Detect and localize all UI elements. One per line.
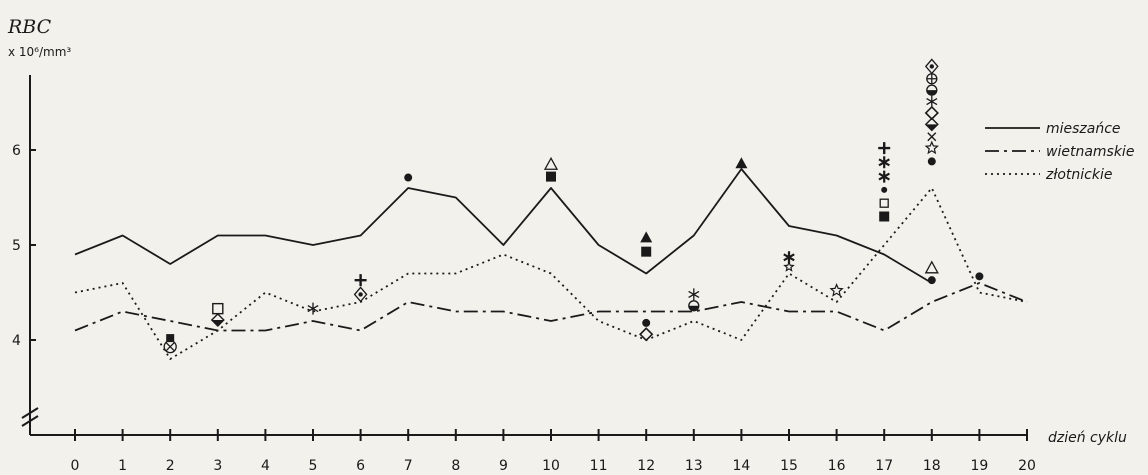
marker-filled-circle-12 [642, 318, 651, 327]
x-tick-label-1: 1 [118, 458, 127, 474]
marker-open-square-small-24 [879, 198, 889, 208]
marker-half-diamond-3 [210, 313, 225, 328]
x-tick-label-6: 6 [356, 458, 365, 474]
marker-filled-circle-7 [404, 173, 413, 182]
x-tick-label-13: 13 [685, 458, 703, 474]
marker-open-star-19 [829, 283, 844, 297]
marker-asterisk-29 [926, 95, 938, 108]
x-tick-label-15: 15 [780, 458, 798, 474]
y-axis-unit: x 10⁶/mm³ [8, 45, 71, 59]
marker-asterisk-14 [688, 288, 700, 301]
x-tick-label-12: 12 [637, 458, 655, 474]
legend-label-2: wietnamskie [1046, 144, 1134, 160]
marker-filled-triangle-10 [640, 231, 653, 243]
x-tick-label-18: 18 [923, 458, 941, 474]
x-tick-label-17: 17 [875, 458, 893, 474]
marker-layer [163, 58, 984, 354]
x-axis-label: dzień cyklu [1048, 430, 1127, 446]
legend-label-1: mieszańce [1046, 121, 1121, 137]
marker-x-mark-32 [927, 132, 937, 142]
marker-filled-circle-37 [975, 272, 984, 281]
x-tick-label-4: 4 [261, 458, 270, 474]
series-line-1 [74, 168, 933, 284]
marker-filled-circle-small-23 [881, 186, 888, 193]
y-tick-label-6: 6 [12, 143, 21, 159]
marker-open-diamond-13 [639, 327, 654, 342]
x-tick-label-3: 3 [213, 458, 222, 474]
x-tick-label-19: 19 [970, 458, 988, 474]
x-tick-label-7: 7 [404, 458, 413, 474]
x-tick-label-16: 16 [828, 458, 846, 474]
x-tick-label-20: 20 [1018, 458, 1036, 474]
marker-asterisk-bold-21 [878, 156, 890, 169]
y-tick-label-4: 4 [12, 333, 21, 349]
marker-open-square-2 [212, 302, 224, 315]
marker-half-circle-15 [688, 300, 700, 312]
marker-open-star-33 [924, 140, 939, 155]
marker-star-small-18 [783, 260, 795, 272]
y-axis-label: RBC [7, 16, 52, 38]
x-tick-label-0: 0 [71, 458, 80, 474]
marker-asterisk-bold-22 [878, 170, 890, 183]
x-tick-label-10: 10 [542, 458, 560, 474]
y-tick-label-5: 5 [12, 238, 21, 254]
x-tick-label-11: 11 [590, 458, 608, 474]
marker-open-triangle-35 [924, 260, 939, 274]
legend: mieszańce wietnamskie złotnickie [985, 121, 1134, 183]
x-tick-label-2: 2 [166, 458, 175, 474]
marker-filled-triangle-16 [735, 157, 748, 169]
marker-half-diamond-31 [924, 117, 939, 132]
marker-circle-cross-1 [163, 339, 177, 354]
axis-break-mark [21, 407, 39, 427]
marker-circle-plus-27 [926, 73, 938, 85]
x-tick-label-8: 8 [451, 458, 460, 474]
marker-plus-20 [878, 142, 891, 155]
x-tick-label-9: 9 [499, 458, 508, 474]
marker-plus-5 [354, 274, 367, 287]
marker-filled-square-11 [641, 246, 652, 257]
series-layer [74, 168, 1028, 360]
legend-label-3: złotnickie [1045, 167, 1113, 183]
x-tick-label-5: 5 [309, 458, 318, 474]
marker-filled-square-9 [546, 171, 556, 182]
x-tick-label-14: 14 [732, 458, 750, 474]
marker-diamond-dot-6 [353, 286, 368, 303]
marker-filled-circle-36 [927, 276, 936, 285]
marker-filled-square-25 [879, 211, 890, 222]
marker-open-triangle-8 [543, 156, 559, 170]
series-line-2 [74, 282, 1028, 332]
marker-diamond-dot-26 [924, 58, 939, 75]
marker-half-circle-28 [926, 84, 938, 96]
series-line-3 [74, 187, 1028, 360]
marker-filled-circle-34 [927, 157, 936, 166]
marker-open-diamond-30 [924, 105, 939, 121]
marker-asterisk-4 [307, 302, 319, 315]
marker-filled-square-small-0 [166, 334, 175, 343]
